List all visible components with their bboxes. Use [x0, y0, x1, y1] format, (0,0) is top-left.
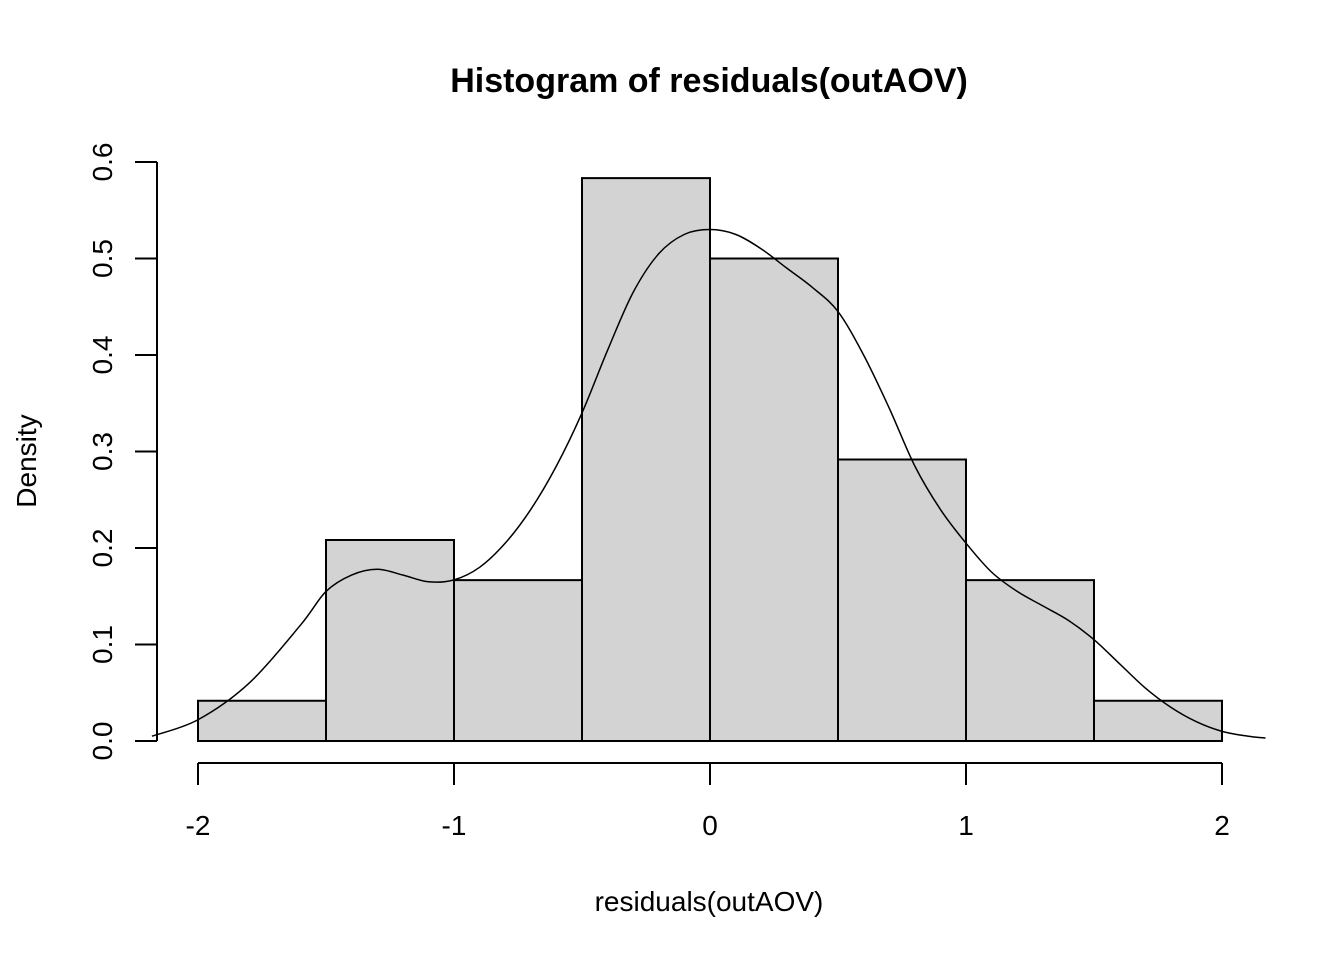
- histogram-bar-1: [325, 538, 455, 742]
- x-tick-label: 0: [702, 810, 718, 841]
- histogram-bars: [197, 177, 1223, 743]
- histogram-bar-6: [965, 579, 1095, 743]
- x-tick-label: -2: [186, 810, 211, 841]
- y-tick-label: 0.3: [87, 432, 118, 471]
- y-tick-label: 0.0: [87, 722, 118, 761]
- histogram-bar-3: [581, 177, 711, 743]
- x-tick-label: -1: [442, 810, 467, 841]
- x-tick-label: 2: [1214, 810, 1230, 841]
- histogram-bar-7: [1093, 699, 1223, 743]
- y-tick-label: 0.5: [87, 239, 118, 278]
- chart-title: Histogram of residuals(outAOV): [450, 62, 968, 100]
- y-tick-label: 0.2: [87, 529, 118, 568]
- density-curve-group: [151, 228, 1266, 739]
- x-axis-label: residuals(outAOV): [595, 886, 824, 917]
- density-curve: [151, 228, 1266, 739]
- y-tick-label: 0.1: [87, 625, 118, 664]
- y-tick-label: 0.4: [87, 336, 118, 375]
- histogram-bar-0: [197, 699, 327, 743]
- y-axis-label: Density: [11, 414, 42, 507]
- y-tick-label: 0.6: [87, 143, 118, 182]
- histogram-bar-5: [837, 458, 967, 742]
- x-axis: -2 -1 0 1 2: [186, 762, 1230, 841]
- y-axis: 0.0 0.1 0.2 0.3 0.4 0.5 0.6: [87, 143, 158, 761]
- histogram-bar-2: [453, 579, 583, 743]
- histogram-bar-4: [709, 257, 839, 742]
- x-tick-label: 1: [958, 810, 974, 841]
